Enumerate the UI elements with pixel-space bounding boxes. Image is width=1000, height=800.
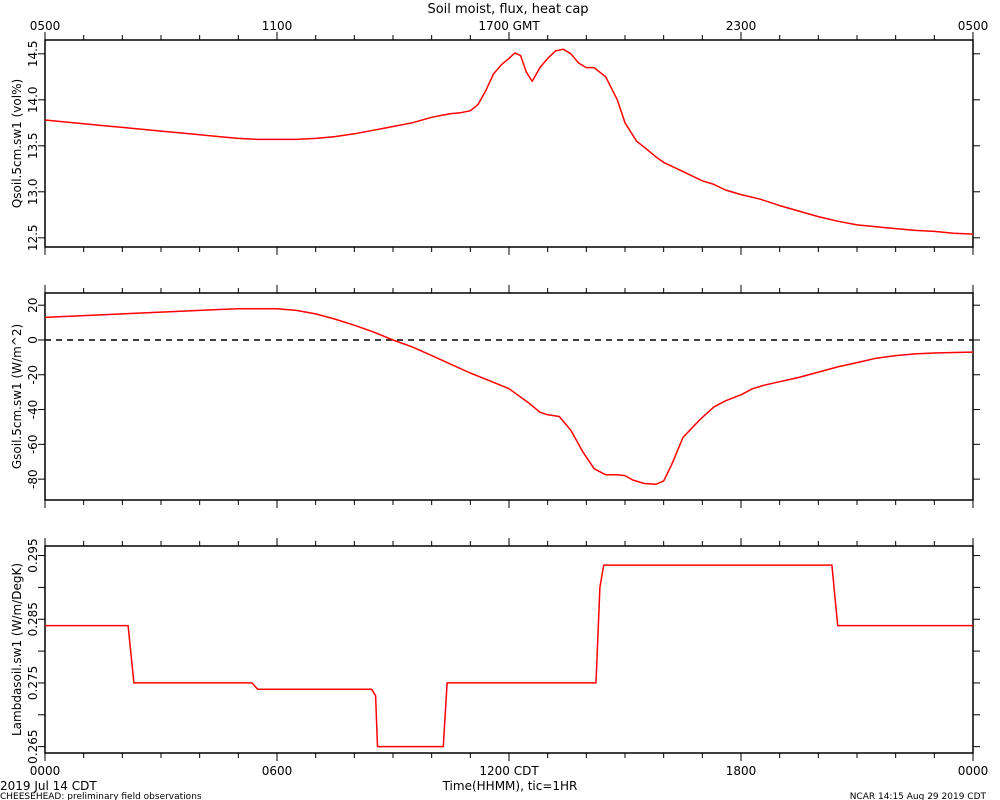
y-tick-label: 0	[26, 336, 40, 344]
y-tick-label: 0.295	[26, 538, 40, 572]
y-tick-label: -20	[26, 365, 40, 385]
top-x-tick-label: 0500	[958, 19, 989, 33]
bottom-x-tick-label: 1800	[726, 764, 757, 778]
y-tick-label: 13.5	[26, 132, 40, 159]
top-x-tick-label: 0500	[30, 19, 61, 33]
chart-title: Soil moist, flux, heat cap	[427, 2, 588, 17]
y-tick-label: -40	[26, 400, 40, 420]
bottom-x-tick-label: 0600	[262, 764, 293, 778]
y-tick-label: 0.265	[26, 729, 40, 763]
y-tick-label: 14.0	[26, 86, 40, 113]
y-tick-label: 13.0	[26, 178, 40, 205]
footer-left: CHEESEHEAD: preliminary field observatio…	[0, 792, 202, 800]
top-x-tick-label: 2300	[726, 19, 757, 33]
panel-frame	[44, 39, 974, 248]
x-axis-label: Time(HHMM), tic=1HR	[442, 779, 578, 793]
bottom-x-tick-label: 1200 CDT	[479, 764, 539, 778]
footer-right: NCAR 14:15 Aug 29 2019 CDT	[850, 792, 987, 800]
y-tick-label: 0.275	[26, 666, 40, 700]
bottom-x-tick-label: 0000	[958, 764, 989, 778]
series-line	[45, 564, 973, 748]
y-axis-label: Lambdasoil.sw1 (W/m/DegK)	[10, 563, 24, 736]
series-line	[44, 48, 974, 235]
y-tick-label: -80	[26, 469, 40, 489]
top-x-tick-label: 1100	[262, 19, 293, 33]
y-axis-label: Gsoil.5cm.sw1 (W/m^2)	[10, 324, 24, 469]
top-x-tick-label: 1700 GMT	[478, 19, 540, 33]
y-tick-label: -60	[26, 435, 40, 455]
y-axis-label: Qsoil.5cm.sw1 (vol%)	[10, 79, 24, 208]
panel-frame	[44, 292, 974, 501]
bottom-x-tick-label: 0000	[30, 764, 61, 778]
panel-frame	[44, 545, 974, 754]
y-tick-label: 14.5	[26, 40, 40, 67]
y-tick-label: 0.285	[26, 602, 40, 636]
y-tick-label: 12.5	[26, 224, 40, 251]
y-tick-label: 20	[26, 298, 40, 313]
series-line	[44, 307, 974, 486]
date-label: 2019 Jul 14 CDT	[0, 779, 97, 793]
